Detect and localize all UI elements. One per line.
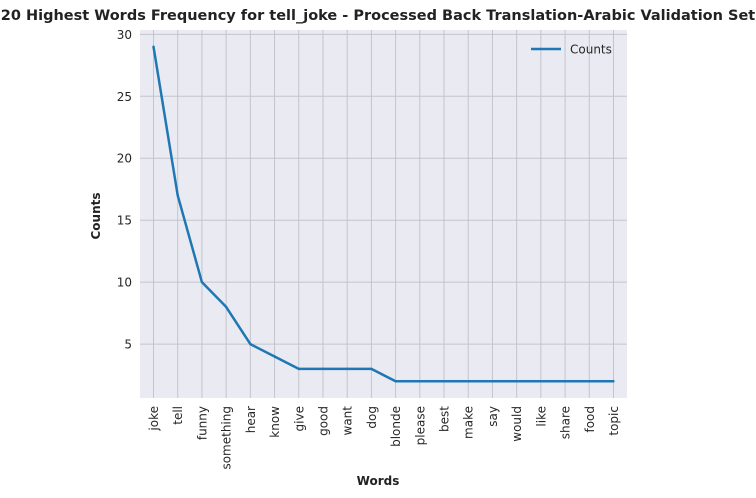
data-point (321, 367, 325, 371)
data-point (418, 380, 422, 383)
x-tick-label: please (413, 406, 427, 445)
data-point (539, 380, 543, 383)
series (152, 45, 615, 383)
data-point (491, 380, 494, 383)
data-point (249, 342, 252, 346)
x-axis-label: Words (357, 474, 400, 488)
y-tick-label: 20 (117, 152, 132, 166)
chart-title: 20 Highest Words Frequency for tell_joke… (1, 8, 756, 24)
data-point (200, 280, 204, 284)
legend: Counts (531, 43, 612, 57)
x-tick-label: topic (607, 406, 621, 436)
y-tick-label: 5 (124, 338, 132, 352)
x-tick-label: know (268, 406, 282, 438)
x-tick-label: tell (171, 406, 185, 425)
x-tick-label: blonde (389, 406, 403, 447)
series-line-counts (152, 46, 614, 383)
data-point (442, 380, 446, 383)
x-tick-label: something (220, 406, 234, 470)
x-tick-label: want (341, 406, 355, 436)
x-tick-label: good (316, 406, 330, 436)
x-tick-label: would (510, 406, 524, 442)
y-tick-label: 10 (117, 276, 132, 290)
x-tick-label: hear (244, 406, 258, 433)
y-tick-label: 30 (117, 28, 132, 42)
data-point (612, 380, 615, 383)
x-ticks: joke tell funny something hear know give good wa… (147, 406, 621, 470)
x-tick-label: make (462, 406, 476, 439)
data-point (297, 367, 300, 371)
data-point (152, 45, 155, 48)
x-tick-label: food (583, 406, 597, 433)
data-point (394, 380, 397, 383)
y-tick-label: 15 (117, 214, 132, 228)
y-axis-label: Counts (89, 192, 103, 239)
x-tick-label: dog (365, 406, 379, 429)
x-tick-label: like (534, 406, 548, 427)
x-tick-label: funny (195, 406, 209, 440)
data-point (273, 355, 276, 358)
data-point (176, 194, 179, 197)
grid (140, 30, 627, 398)
data-point (563, 380, 567, 383)
x-tick-label: best (438, 406, 452, 432)
x-tick-label: share (559, 406, 573, 439)
data-point (588, 380, 591, 383)
x-tick-label: say (486, 406, 500, 427)
y-tick-label: 25 (117, 90, 132, 104)
y-ticks: 5 10 15 20 25 30 (117, 28, 132, 352)
data-point (467, 380, 470, 383)
plot-area (140, 30, 627, 398)
legend-label: Counts (570, 43, 612, 57)
x-tick-label: give (292, 406, 306, 431)
data-point (515, 380, 518, 383)
data-point (224, 305, 228, 309)
x-tick-label: joke (147, 406, 161, 432)
data-point (370, 367, 373, 371)
data-point (345, 367, 349, 371)
